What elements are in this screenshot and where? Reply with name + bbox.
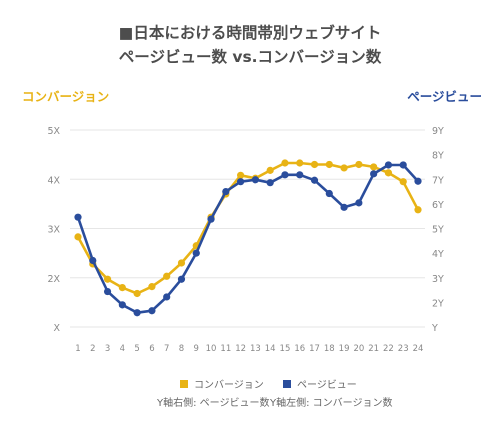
data-point-conversion — [384, 169, 393, 177]
data-point-conversion — [103, 275, 112, 283]
x-tick-label: 21 — [368, 344, 379, 354]
legend-label-conversion: コンバージョン — [194, 380, 264, 391]
data-point-conversion — [296, 159, 304, 167]
x-tick-label: 24 — [413, 344, 424, 354]
data-point-pageview — [355, 199, 363, 207]
data-point-pageview — [192, 249, 200, 257]
data-point-pageview — [163, 293, 171, 301]
x-tick-label: 7 — [164, 344, 169, 354]
x-tick-label: 16 — [294, 344, 305, 354]
data-point-pageview — [414, 177, 422, 185]
x-tick-label: 13 — [250, 344, 261, 354]
x-tick-label: 19 — [339, 344, 350, 354]
data-point-conversion — [237, 171, 245, 179]
left-axis-title: コンバージョン — [22, 89, 110, 104]
data-point-conversion — [74, 233, 82, 241]
right-tick-label: 2Y — [432, 298, 444, 309]
right-tick-label: 4Y — [432, 249, 444, 260]
data-point-conversion — [163, 272, 171, 280]
right-tick-label: 8Y — [432, 151, 444, 162]
x-tick-label: 3 — [105, 344, 110, 354]
data-point-conversion — [148, 283, 156, 291]
data-point-pageview — [340, 203, 348, 211]
data-point-pageview — [310, 176, 319, 184]
x-tick-label: 17 — [309, 344, 320, 354]
x-tick-label: 6 — [149, 344, 154, 354]
left-tick-label: 5X — [47, 126, 60, 137]
data-point-conversion — [325, 160, 333, 169]
x-tick-label: 10 — [206, 344, 217, 354]
data-point-pageview — [266, 179, 274, 187]
data-point-pageview — [74, 213, 82, 221]
right-axis-title: ページビュー — [407, 89, 482, 104]
data-point-pageview — [384, 161, 393, 169]
legend-label-pageview: ページビュー — [297, 380, 357, 391]
x-tick-label: 4 — [120, 344, 125, 354]
x-tick-label: 20 — [353, 344, 364, 354]
x-tick-label: 18 — [324, 344, 335, 354]
data-point-pageview — [399, 161, 407, 169]
data-point-conversion — [310, 160, 319, 169]
data-point-pageview — [325, 189, 333, 198]
left-tick-label: X — [53, 323, 60, 334]
data-point-conversion — [266, 166, 274, 174]
right-tick-label: 7Y — [432, 175, 444, 186]
data-point-conversion — [414, 206, 422, 214]
data-point-conversion — [355, 160, 363, 169]
left-tick-label: 4X — [47, 175, 60, 186]
legend-swatch-conversion — [180, 379, 188, 388]
data-point-pageview — [89, 256, 97, 265]
note-left-axis: Y軸左側: コンバージョン数 — [270, 398, 393, 409]
right-tick-label: 9Y — [432, 126, 444, 137]
left-tick-label: 3X — [47, 225, 60, 236]
data-point-pageview — [251, 176, 259, 184]
x-tick-label: 15 — [280, 344, 291, 354]
right-tick-label: Y — [431, 323, 438, 334]
data-point-conversion — [177, 259, 186, 267]
data-point-conversion — [281, 159, 289, 167]
data-point-pageview — [118, 301, 126, 309]
data-point-conversion — [370, 163, 378, 171]
x-tick-label: 1 — [75, 344, 80, 354]
right-tick-label: 3Y — [432, 274, 444, 285]
left-tick-label: 2X — [47, 274, 60, 285]
data-point-conversion — [133, 289, 141, 298]
x-tick-label: 11 — [220, 344, 231, 354]
x-tick-label: 23 — [398, 344, 409, 354]
right-tick-label: 5Y — [432, 225, 444, 236]
data-point-pageview — [237, 178, 245, 186]
data-point-pageview — [133, 309, 141, 317]
chart-title-line2: ページビュー数 vs.コンバージョン数 — [118, 48, 382, 66]
x-tick-label: 2 — [90, 344, 95, 354]
data-point-pageview — [103, 287, 112, 296]
data-point-conversion — [118, 284, 126, 292]
data-point-pageview — [296, 171, 304, 179]
x-tick-label: 8 — [179, 344, 184, 354]
data-point-conversion — [399, 178, 407, 186]
data-point-pageview — [148, 307, 156, 315]
legend-swatch-pageview — [283, 379, 291, 388]
legend-item-conversion: コンバージョン — [180, 376, 264, 391]
data-point-pageview — [281, 171, 289, 179]
data-point-pageview — [370, 170, 378, 178]
right-tick-label: 6Y — [432, 200, 444, 211]
chart-title-line1: ■日本における時間帯別ウェブサイト — [118, 24, 382, 42]
x-tick-label: 9 — [194, 344, 199, 354]
x-tick-label: 22 — [383, 344, 394, 354]
data-point-pageview — [222, 187, 230, 196]
note-right-axis: Y軸右側: ページビュー数 — [157, 398, 270, 409]
data-point-pageview — [207, 215, 215, 223]
data-point-conversion — [340, 164, 348, 172]
x-tick-label: 14 — [265, 344, 276, 354]
x-tick-label: 5 — [134, 344, 139, 354]
data-point-pageview — [177, 275, 186, 283]
x-tick-label: 12 — [235, 344, 246, 354]
legend-item-pageview: ページビュー — [283, 376, 357, 391]
